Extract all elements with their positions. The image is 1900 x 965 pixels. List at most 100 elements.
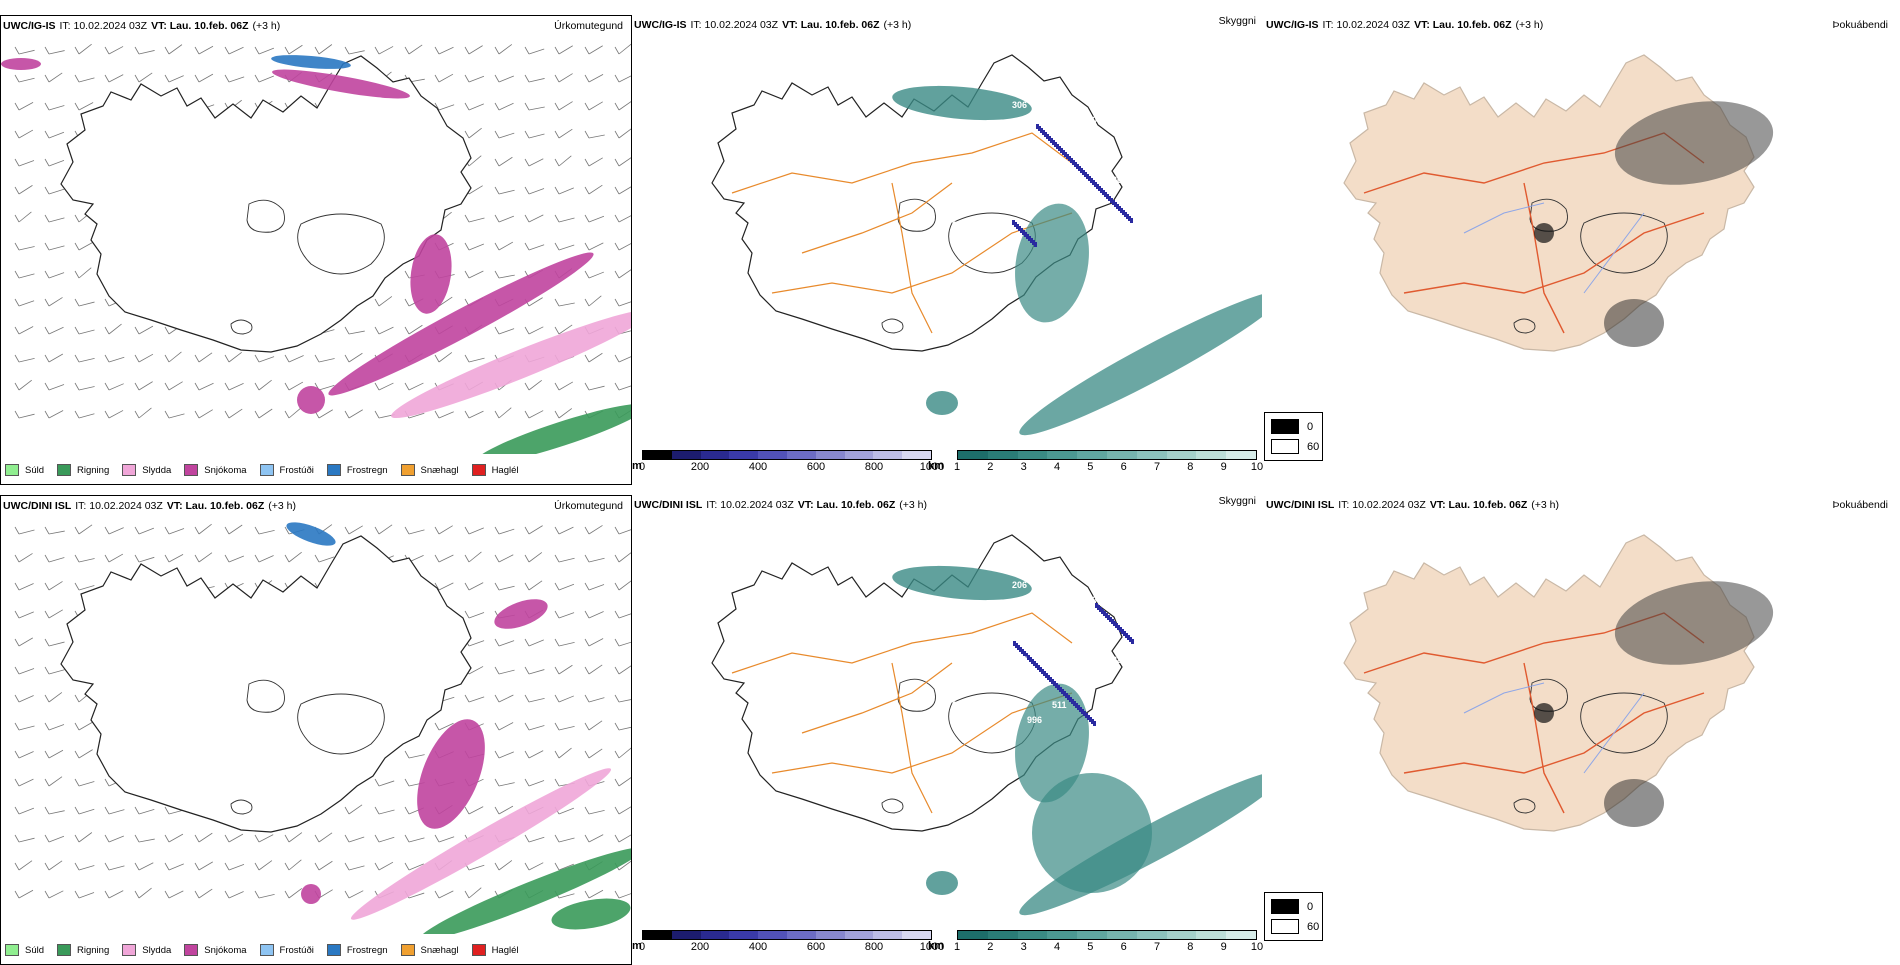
wind-barb-feather <box>44 242 50 251</box>
wind-barb-feather <box>164 806 170 815</box>
colorbar-step <box>844 931 874 939</box>
wind-barb-feather <box>224 382 230 391</box>
wind-barb <box>528 669 545 675</box>
wind-barb-feather <box>284 834 290 843</box>
wind-barb-feather <box>104 74 110 83</box>
wind-barb-feather <box>74 354 80 363</box>
wind-barb-feather <box>584 270 590 279</box>
low-ceiling-cell <box>1014 222 1017 227</box>
wind-barb-feather <box>614 778 620 787</box>
wind-barb <box>558 408 573 419</box>
wind-barb <box>618 243 631 251</box>
colorbar-ticks: 0 200 400 600 800 1000 <box>639 460 944 474</box>
low-ceiling-cell <box>1124 212 1127 217</box>
colorbar-tick-label: 600 <box>806 941 826 953</box>
legend-item: Súld <box>5 464 44 476</box>
glacier-outline <box>1513 318 1536 334</box>
wind-barb-feather <box>44 862 50 871</box>
visibility-panel-row1: UWC/IG-IS IT: 10.02.2024 03Z VT: Lau. 10… <box>632 15 1264 485</box>
wind-barb <box>138 527 155 535</box>
glacier-outline <box>1529 678 1568 712</box>
wind-barb-feather <box>344 326 350 335</box>
wind-barb-feather <box>104 526 110 535</box>
wind-barb <box>618 301 631 307</box>
wind-barb-feather <box>494 242 500 251</box>
colorbar-step <box>873 451 903 459</box>
wind-barb-feather <box>44 666 50 675</box>
low-ceiling-cell <box>1057 685 1060 690</box>
wind-barb-feather <box>44 890 50 899</box>
low-ceiling-cell <box>1103 611 1106 616</box>
legend-item: Slydda <box>122 944 171 956</box>
wind-barb-feather <box>584 806 590 815</box>
precip-legend: Súld Rigning Slydda Snjókoma Frostúði Frostre… <box>5 942 532 958</box>
low-ceiling-cell <box>1054 142 1057 147</box>
low-ceiling-cell <box>1130 218 1133 223</box>
ceiling-value-label: 187 <box>1037 595 1052 605</box>
wind-barb <box>138 50 155 55</box>
wind-barb <box>138 72 153 83</box>
glacier-outline <box>1513 798 1536 814</box>
wind-barb <box>588 101 603 111</box>
low-visibility-area <box>1015 683 1089 803</box>
ceiling-value-label: 206 <box>1012 580 1027 590</box>
wind-barb-feather <box>464 526 470 535</box>
iceland-coastline <box>1343 534 1755 832</box>
legend-swatch <box>57 944 72 956</box>
wind-barb <box>498 669 515 675</box>
colorbar-step <box>671 931 701 939</box>
wind-barb-feather <box>254 834 260 843</box>
road <box>1523 662 1565 814</box>
wind-barb-feather <box>404 326 410 335</box>
wind-barb-feather <box>344 890 350 899</box>
wind-barb <box>168 44 183 55</box>
wind-barb-feather <box>104 326 110 335</box>
wind-barb <box>498 528 515 535</box>
wind-barb <box>618 128 631 139</box>
wind-barb <box>618 269 631 279</box>
wind-barb-feather <box>554 862 560 871</box>
wind-barb <box>618 613 631 619</box>
fog-area <box>1614 581 1774 665</box>
low-ceiling-cell <box>1081 709 1084 714</box>
low-ceiling-cell <box>1099 607 1102 612</box>
wind-barb-feather <box>404 750 410 759</box>
wind-barb-feather <box>164 410 170 419</box>
wind-barb <box>408 382 424 391</box>
init-time: IT: 10.02.2024 03Z <box>690 19 779 31</box>
wind-barb-feather <box>44 554 50 563</box>
colorbar-step <box>729 931 759 939</box>
colorbar-tick-label: 5 <box>1087 461 1094 473</box>
wind-barb-feather <box>44 722 50 731</box>
panel-title: Þokuábendi <box>1832 19 1888 31</box>
wind-barb-feather <box>584 130 590 139</box>
wind-barb-feather <box>494 666 500 675</box>
wind-barb <box>378 326 394 335</box>
low-ceiling-cell <box>1037 665 1040 670</box>
low-ceiling-cell <box>1100 188 1103 193</box>
wind-barb <box>498 328 515 335</box>
iceland-coastline <box>1343 54 1755 352</box>
wind-barb-feather <box>614 582 620 591</box>
wind-barb <box>528 750 544 759</box>
colorbar-strip <box>957 450 1257 460</box>
ceiling-value-label: 252 <box>1037 160 1052 170</box>
colorbar-step <box>902 931 931 939</box>
ceiling-value-label: 306 <box>1012 100 1027 110</box>
wind-barb-feather <box>104 834 110 843</box>
wind-barb-feather <box>524 526 530 535</box>
wind-barb-feather <box>194 382 200 391</box>
fog-legend-value: 60 <box>1307 440 1320 453</box>
wind-barb-feather <box>584 186 590 195</box>
wind-barb-feather <box>404 46 410 55</box>
colorbar-step <box>1017 931 1048 939</box>
wind-barb-feather <box>614 806 620 815</box>
glacier-outline <box>897 198 936 232</box>
colorbar-tick-label: 200 <box>690 461 710 473</box>
wind-barb-feather <box>584 722 590 731</box>
colorbar-step <box>700 931 730 939</box>
wind-barb-feather <box>614 46 620 55</box>
wind-barb-feather <box>614 382 620 391</box>
wind-barb <box>258 47 275 55</box>
visibility-map: 206 187 121 390 331 307 348 466 263 384 244 321 342 9… <box>711 534 1262 916</box>
